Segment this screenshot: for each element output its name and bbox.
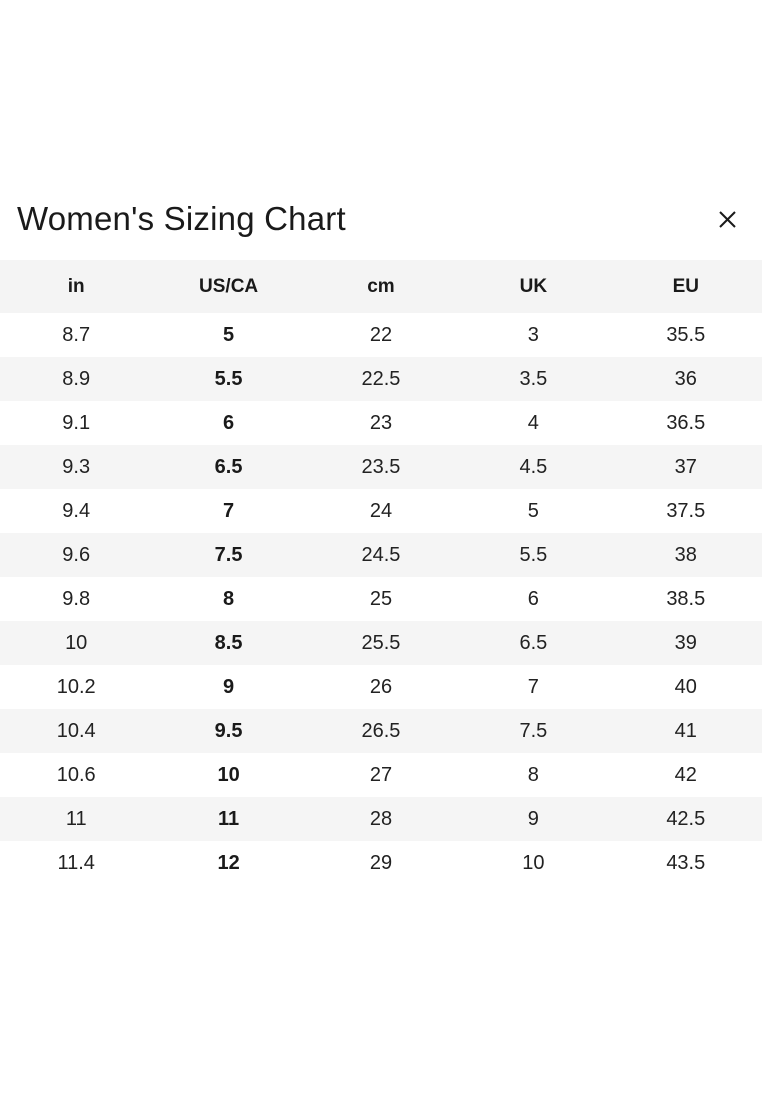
- table-cell: 7: [527, 675, 539, 698]
- table-cell: 10: [0, 621, 153, 665]
- table-row: 8.7 5 22 3 35.5: [0, 313, 762, 357]
- table-cell: 25.5: [304, 621, 458, 665]
- sizing-chart-dialog: Women's Sizing Chart in US/CA cm UK EU 8.7 5 2…: [0, 196, 762, 885]
- table-cell: 9.4: [62, 499, 91, 522]
- table-cell: 9: [223, 675, 235, 698]
- table-cell: 11: [152, 797, 305, 841]
- table-row: 9.6 7.5 24.5 5.5 38: [0, 533, 762, 577]
- table-row: 11.4 12 29 10 43.5: [0, 841, 762, 885]
- column-header-in: in: [0, 260, 153, 313]
- table-cell: 23.5: [304, 445, 458, 489]
- table-cell: 22.5: [304, 357, 458, 401]
- table-cell: 5.5: [152, 357, 305, 401]
- table-cell: 9.8: [62, 587, 91, 610]
- table-cell: 5.5: [457, 533, 610, 577]
- table-cell: 40: [674, 675, 697, 698]
- table-cell: 38: [609, 533, 762, 577]
- table-row: 9.3 6.5 23.5 4.5 37: [0, 445, 762, 489]
- table-row: 11 11 28 9 42.5: [0, 797, 762, 841]
- table-cell: 6.5: [457, 621, 610, 665]
- table-cell: 6.5: [152, 445, 305, 489]
- table-cell: 10: [522, 851, 545, 874]
- column-header-cm: cm: [304, 260, 458, 313]
- table-cell: 8.7: [62, 323, 91, 346]
- table-cell: 9.6: [0, 533, 153, 577]
- close-icon: [718, 210, 737, 229]
- table-cell: 23: [369, 411, 393, 434]
- table-cell: 9.5: [152, 709, 305, 753]
- table-cell: 37: [609, 445, 762, 489]
- table-cell: 42: [674, 763, 697, 786]
- table-row: 10.6 10 27 8 42: [0, 753, 762, 797]
- table-cell: 4: [527, 411, 539, 434]
- table-cell: 25: [369, 587, 393, 610]
- table-cell: 24: [369, 499, 393, 522]
- column-header-uk: UK: [457, 260, 610, 313]
- table-cell: 5: [527, 499, 539, 522]
- table-row: 9.1 6 23 4 36.5: [0, 401, 762, 445]
- table-cell: 6: [223, 411, 235, 434]
- table-cell: 39: [609, 621, 762, 665]
- table-row: 9.4 7 24 5 37.5: [0, 489, 762, 533]
- table-cell: 37.5: [666, 499, 706, 522]
- table-cell: 9.1: [62, 411, 91, 434]
- table-cell: 26.5: [304, 709, 458, 753]
- table-cell: 26: [369, 675, 393, 698]
- table-cell: 41: [609, 709, 762, 753]
- table-row: 10.2 9 26 7 40: [0, 665, 762, 709]
- table-cell: 10.6: [56, 763, 96, 786]
- table-cell: 10: [217, 763, 240, 786]
- table-cell: 8.5: [152, 621, 305, 665]
- table-cell: 12: [217, 851, 240, 874]
- column-header-eu: EU: [609, 260, 762, 313]
- table-cell: 10.2: [56, 675, 96, 698]
- table-cell: 8: [223, 587, 235, 610]
- table-row: 10.4 9.5 26.5 7.5 41: [0, 709, 762, 753]
- close-button[interactable]: [712, 204, 742, 234]
- page-title: Women's Sizing Chart: [17, 200, 346, 237]
- table-cell: 42.5: [609, 797, 762, 841]
- table-cell: 7.5: [457, 709, 610, 753]
- table-cell: 36.5: [666, 411, 706, 434]
- table-cell: 36: [609, 357, 762, 401]
- table-cell: 3.5: [457, 357, 610, 401]
- sizing-table: in US/CA cm UK EU 8.7 5 22 3 35.5 8.9 5.5 22.5 3.5 36…: [0, 260, 762, 885]
- table-cell: 22: [369, 323, 393, 346]
- table-cell: 24.5: [304, 533, 458, 577]
- column-header-us-ca: US/CA: [152, 260, 305, 313]
- table-cell: 8.9: [0, 357, 153, 401]
- dialog-header: Women's Sizing Chart: [0, 196, 762, 242]
- table-cell: 8: [527, 763, 539, 786]
- table-cell: 35.5: [666, 323, 706, 346]
- table-row: 8.9 5.5 22.5 3.5 36: [0, 357, 762, 401]
- table-header-row: in US/CA cm UK EU: [0, 260, 762, 313]
- table-cell: 7.5: [152, 533, 305, 577]
- table-cell: 38.5: [666, 587, 706, 610]
- table-cell: 43.5: [666, 851, 706, 874]
- table-cell: 27: [369, 763, 393, 786]
- table-cell: 29: [369, 851, 393, 874]
- table-body: 8.7 5 22 3 35.5 8.9 5.5 22.5 3.5 36 9.1 6 23 4 36.5 9.3…: [0, 313, 762, 885]
- table-cell: 9.3: [0, 445, 153, 489]
- table-cell: 4.5: [457, 445, 610, 489]
- table-row: 10 8.5 25.5 6.5 39: [0, 621, 762, 665]
- table-cell: 7: [223, 499, 235, 522]
- table-cell: 28: [304, 797, 458, 841]
- table-cell: 6: [527, 587, 539, 610]
- table-cell: 3: [527, 323, 539, 346]
- table-row: 9.8 8 25 6 38.5: [0, 577, 762, 621]
- table-cell: 10.4: [0, 709, 153, 753]
- table-cell: 11.4: [57, 851, 95, 874]
- table-cell: 9: [457, 797, 610, 841]
- table-cell: 11: [0, 797, 153, 841]
- table-cell: 5: [223, 323, 235, 346]
